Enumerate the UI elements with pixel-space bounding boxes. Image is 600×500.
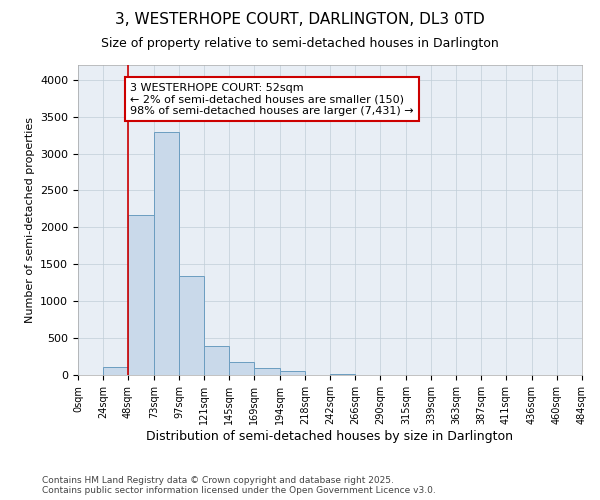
Y-axis label: Number of semi-detached properties: Number of semi-detached properties [25, 117, 35, 323]
Bar [179, 276, 204, 375]
Bar [204, 346, 229, 375]
Text: Contains HM Land Registry data © Crown copyright and database right 2025.
Contai: Contains HM Land Registry data © Crown c… [42, 476, 436, 495]
Bar [330, 374, 355, 375]
Text: 3, WESTERHOPE COURT, DARLINGTON, DL3 0TD: 3, WESTERHOPE COURT, DARLINGTON, DL3 0TD [115, 12, 485, 28]
Bar [280, 372, 305, 375]
Bar [128, 215, 154, 375]
Bar [154, 132, 179, 375]
Bar [103, 366, 128, 375]
Bar [229, 362, 254, 375]
Text: Size of property relative to semi-detached houses in Darlington: Size of property relative to semi-detach… [101, 38, 499, 51]
Text: 3 WESTERHOPE COURT: 52sqm
← 2% of semi-detached houses are smaller (150)
98% of : 3 WESTERHOPE COURT: 52sqm ← 2% of semi-d… [130, 82, 413, 116]
X-axis label: Distribution of semi-detached houses by size in Darlington: Distribution of semi-detached houses by … [146, 430, 514, 442]
Bar [254, 368, 280, 375]
